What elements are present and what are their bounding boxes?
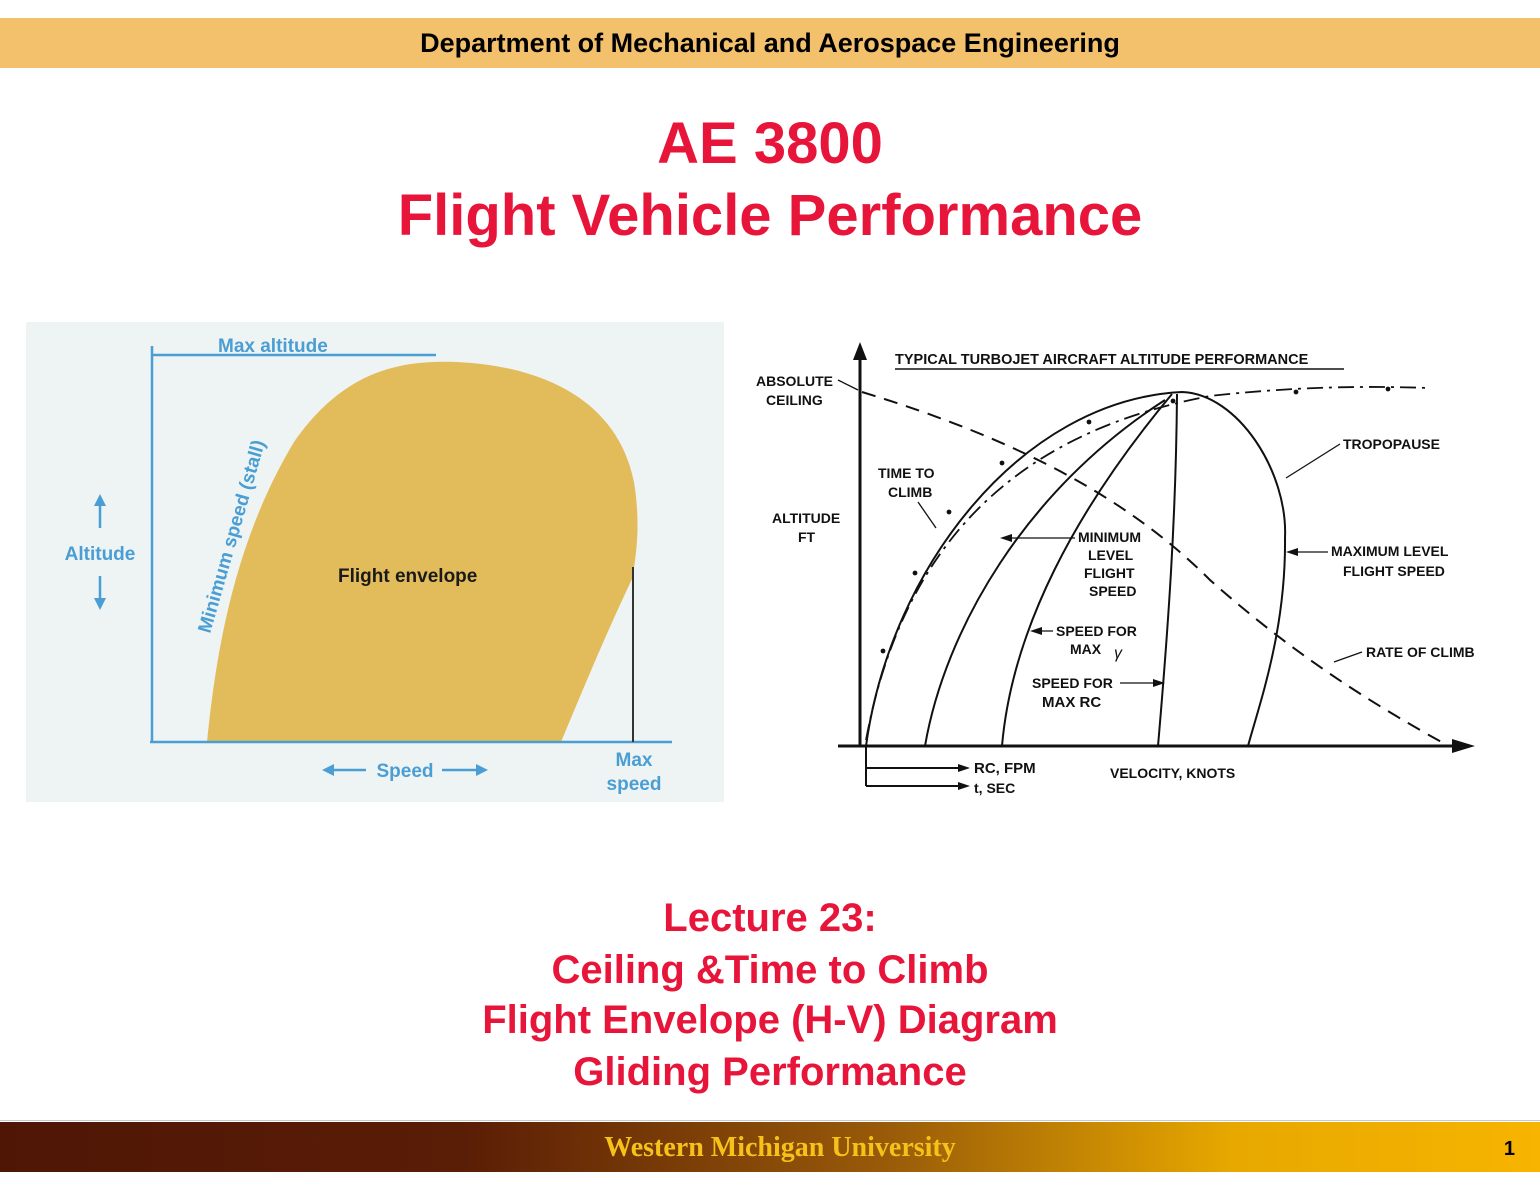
tropopause-leader xyxy=(1285,443,1341,479)
lecture-number: Lecture 23: xyxy=(663,896,877,940)
page-number: 1 xyxy=(1503,1138,1515,1160)
min-level-label-2: LEVEL xyxy=(1088,547,1134,563)
altitude-axis-arrow xyxy=(853,342,867,360)
max-level-label-2: FLIGHT SPEED xyxy=(1343,563,1445,579)
altitude-ft-label-1: ALTITUDE xyxy=(772,510,840,526)
lecture-topic-1: Ceiling &Time to Climb xyxy=(551,948,989,992)
max-rc-arrowhead xyxy=(1153,679,1165,687)
altitude-ft-label-2: FT xyxy=(798,529,816,545)
min-level-label-3: FLIGHT xyxy=(1084,565,1135,581)
time-to-climb-curve xyxy=(865,386,1431,741)
flight-envelope-label: Flight envelope xyxy=(338,566,477,587)
rate-of-climb-leader xyxy=(1333,651,1363,663)
min-level-label-4: SPEED xyxy=(1089,583,1136,599)
max-rc-speed-curve xyxy=(1157,393,1178,747)
turbojet-title: TYPICAL TURBOJET AIRCRAFT ALTITUDE PERFO… xyxy=(895,352,1309,368)
department-name: Department of Mechanical and Aerospace E… xyxy=(420,27,1120,58)
max-speed-label-2: speed xyxy=(607,774,662,795)
time-to-climb-label-2: CLIMB xyxy=(888,484,932,500)
t-sec-label: t, SEC xyxy=(974,780,1015,796)
lecture-topic-3: Gliding Performance xyxy=(573,1050,967,1094)
max-gamma-label-1: SPEED FOR xyxy=(1056,623,1137,639)
time-to-climb-leader xyxy=(917,501,937,529)
max-rc-label-1: SPEED FOR xyxy=(1032,675,1113,691)
max-speed-label-1: Max xyxy=(616,750,653,771)
absolute-ceiling-label-1: ABSOLUTE xyxy=(756,373,833,389)
turbojet-performance-figure: TYPICAL TURBOJET AIRCRAFT ALTITUDE PERFO… xyxy=(740,330,1530,810)
max-altitude-label: Max altitude xyxy=(218,336,328,357)
max-gamma-speed-curve xyxy=(924,399,1166,747)
max-level-label-1: MAXIMUM LEVEL xyxy=(1331,543,1449,559)
altitude-label: Altitude xyxy=(65,544,136,565)
rc-fpm-arrowhead xyxy=(958,764,970,772)
min-level-arrowhead xyxy=(1000,534,1012,542)
tropopause-label: TROPOPAUSE xyxy=(1343,436,1440,452)
rate-of-climb-curve xyxy=(861,391,1446,745)
max-gamma-arrowhead xyxy=(1030,627,1042,635)
altitude-arrow xyxy=(94,494,106,610)
turbojet-performance-svg: TYPICAL TURBOJET AIRCRAFT ALTITUDE PERFO… xyxy=(756,342,1475,796)
envelope-curve xyxy=(865,390,1287,747)
absolute-ceiling-label-2: CEILING xyxy=(766,392,823,408)
min-level-label-1: MINIMUM xyxy=(1078,529,1141,545)
max-gamma-label-2: MAX xyxy=(1070,641,1102,657)
department-header-bar: Department of Mechanical and Aerospace E… xyxy=(0,18,1540,68)
footer-divider xyxy=(0,1120,1540,1121)
t-sec-arrowhead xyxy=(958,782,970,790)
flight-envelope-figure: Max altitude Altitude Minimum speed (sta… xyxy=(26,322,724,802)
absolute-ceiling-leader xyxy=(837,379,859,391)
footer-bar: Western Michigan University 1 xyxy=(0,1122,1540,1172)
course-number: AE 3800 xyxy=(657,111,883,176)
velocity-axis-arrow xyxy=(1452,739,1475,753)
max-rc-label-2: MAX RC xyxy=(1042,694,1101,711)
university-name: Western Michigan University xyxy=(604,1132,956,1163)
time-to-climb-markers xyxy=(880,386,1391,654)
gamma-symbol: γ xyxy=(1114,645,1123,662)
max-level-arrowhead xyxy=(1286,548,1298,556)
rc-fpm-label: RC, FPM xyxy=(974,760,1036,777)
flight-envelope-svg: Max altitude Altitude Minimum speed (sta… xyxy=(65,336,672,795)
speed-label: Speed xyxy=(376,761,433,782)
flight-envelope-region xyxy=(207,361,638,742)
rate-of-climb-label: RATE OF CLIMB xyxy=(1366,644,1475,660)
time-to-climb-label-1: TIME TO xyxy=(878,465,935,481)
course-title: Flight Vehicle Performance xyxy=(397,183,1143,248)
lecture-topic-2: Flight Envelope (H-V) Diagram xyxy=(482,998,1058,1042)
velocity-label: VELOCITY, KNOTS xyxy=(1110,765,1235,781)
speed-arrow xyxy=(322,764,488,776)
min-level-speed-curve xyxy=(1001,393,1173,747)
